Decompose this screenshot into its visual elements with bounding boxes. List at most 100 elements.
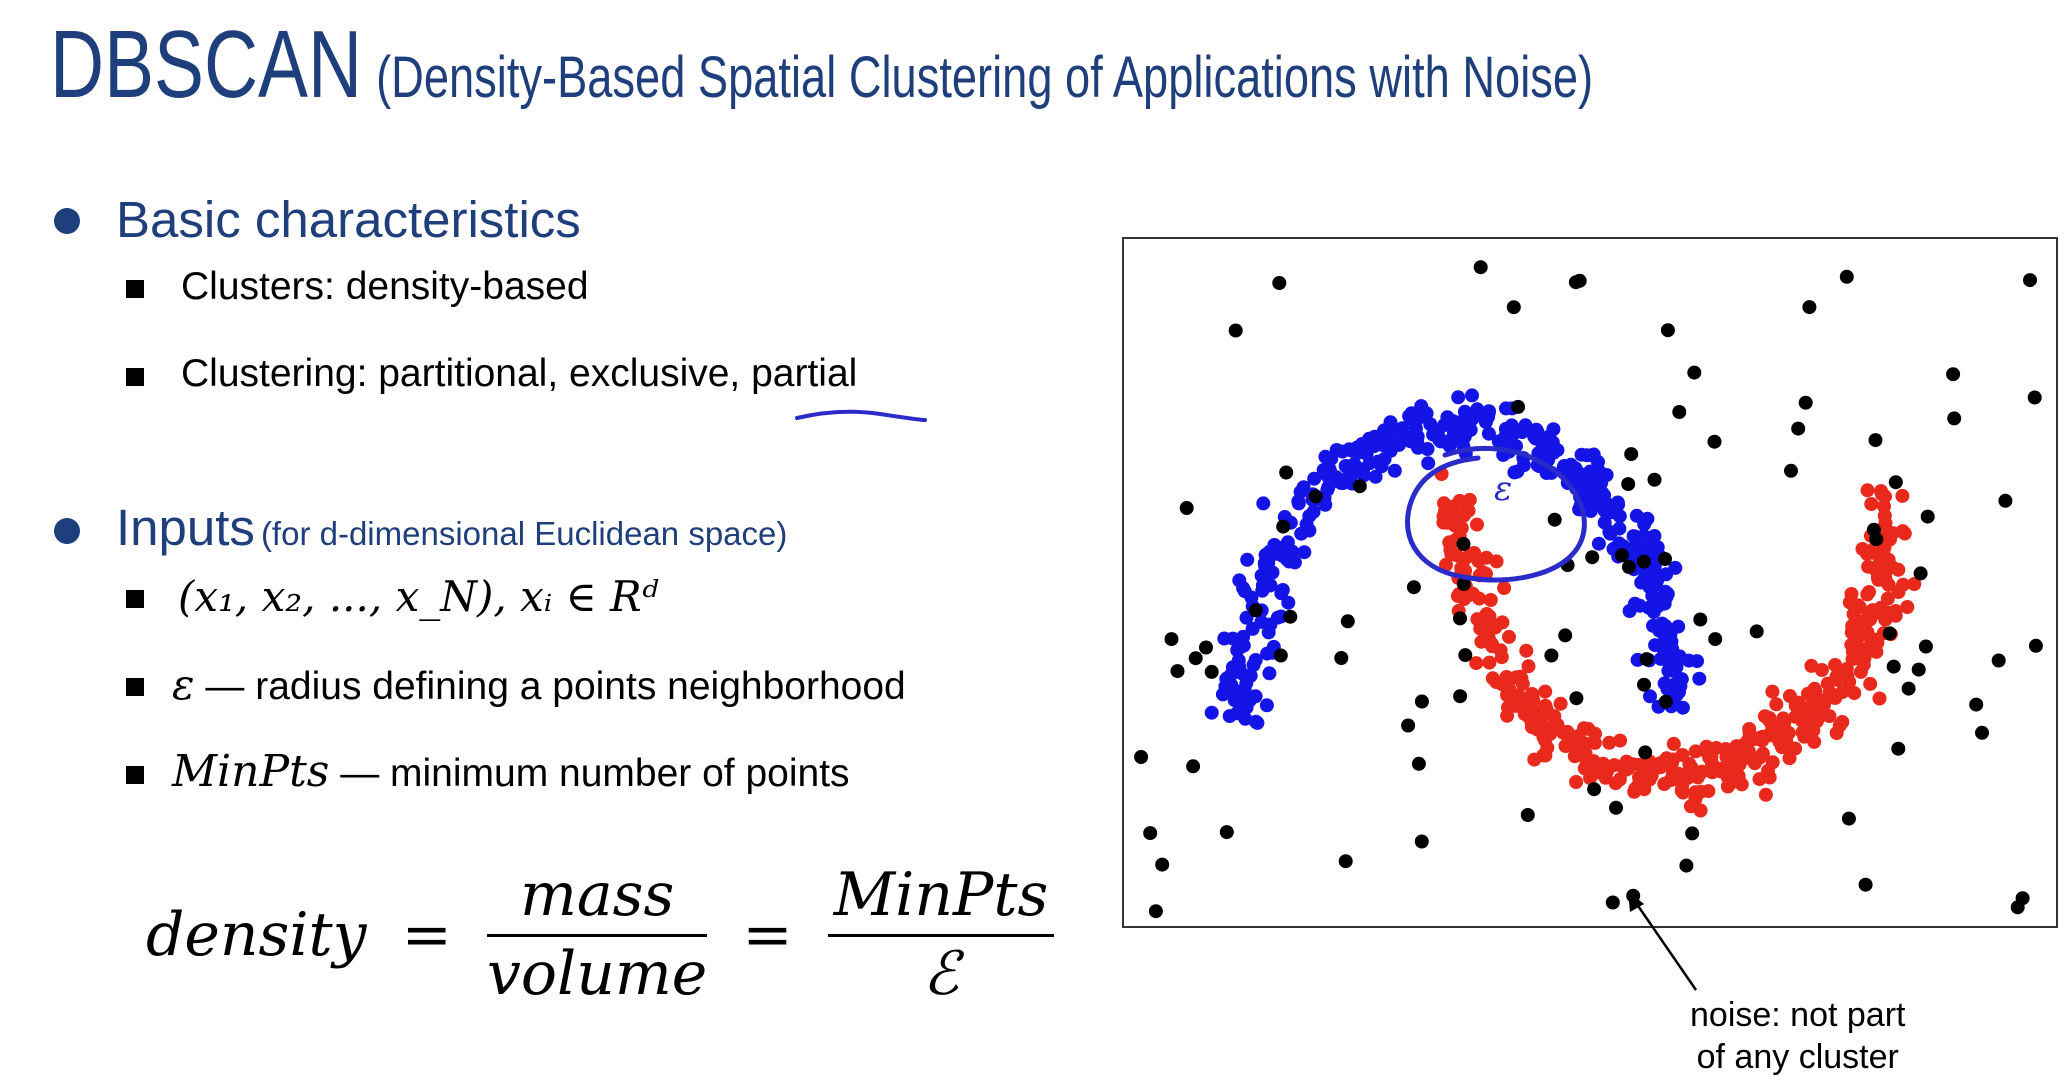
scatter-point (1586, 447, 1601, 462)
scatter-point (1920, 509, 1935, 524)
scatter-point (1602, 524, 1617, 539)
scatter-point (1643, 689, 1657, 704)
scatter-point (1842, 595, 1857, 610)
scatter-point (1240, 552, 1255, 567)
scatter-point (1626, 529, 1641, 544)
density-formula: density = mass volume = MinPts ℰ (146, 860, 1055, 1020)
scatter-point (1558, 628, 1573, 643)
scatter-point (1946, 367, 1961, 382)
scatter-point (1579, 474, 1593, 489)
scatter-point (1481, 405, 1496, 420)
scatter-point (1134, 750, 1149, 764)
slide-title: DBSCAN (Density-Based Spatial Clustering … (50, 10, 1593, 120)
scatter-point (1228, 323, 1243, 338)
scatter-point (1991, 653, 2006, 668)
scatter-point (1346, 462, 1361, 477)
scatter-point (1246, 658, 1261, 672)
scatter-point (1473, 260, 1488, 275)
scatter-point (1653, 618, 1668, 632)
scatter-point (1522, 690, 1536, 705)
scatter-point (1283, 609, 1298, 624)
scatter-point (1297, 545, 1312, 560)
scatter-point (1666, 752, 1680, 767)
scatter-point (1685, 826, 1700, 841)
fraction-numerator-mass: mass (486, 860, 708, 937)
scatter-point (1585, 550, 1600, 565)
scatter-point (1639, 652, 1654, 667)
scatter-point (1693, 612, 1708, 627)
scatter-point (1788, 698, 1803, 713)
scatter-point (1469, 656, 1484, 671)
scatter-point (1482, 655, 1497, 670)
scatter-point (1587, 764, 1602, 779)
scatter-point (1414, 694, 1429, 709)
plot-frame (1122, 237, 2058, 928)
scatter-point (1609, 800, 1623, 815)
scatter-point (1863, 676, 1878, 691)
item-clustering: Clustering: partitional, exclusive, part… (181, 352, 858, 395)
scatter-point (1248, 689, 1263, 704)
scatter-point (1569, 775, 1584, 789)
scatter-point (1752, 750, 1767, 765)
scatter-point (1287, 555, 1302, 570)
fraction-denominator-volume: volume (486, 939, 708, 1009)
scatter-point (1632, 598, 1647, 613)
scatter-point (1276, 519, 1291, 534)
scatter-point (1224, 677, 1239, 692)
scatter-point (2023, 273, 2037, 288)
scatter-point (1254, 614, 1269, 629)
scatter-point (1888, 604, 1903, 618)
scatter-point (1188, 651, 1203, 666)
scatter-point (1155, 857, 1170, 872)
scatter-point (1517, 423, 1532, 437)
scatter-point (1164, 632, 1179, 647)
scatter-point (1296, 480, 1311, 495)
scatter-point (1455, 415, 1470, 430)
noise-label-line2: of any cluster (1696, 1038, 1899, 1076)
scatter-point (1222, 709, 1237, 724)
scatter-point (1765, 755, 1780, 770)
scatter-point (1359, 446, 1374, 461)
scatter-point (1682, 756, 1697, 771)
scatter-point (1671, 766, 1686, 781)
scatter-point (1666, 660, 1681, 675)
scatter-point (1645, 546, 1660, 561)
scatter-point (1835, 685, 1850, 700)
sub-bullet (126, 678, 144, 696)
scatter-point (1227, 693, 1242, 708)
sub-bullet (126, 766, 144, 784)
scatter-point (1814, 663, 1829, 677)
scatter-point (1494, 650, 1509, 665)
scatter-point (1515, 676, 1530, 691)
scatter-point (1291, 496, 1306, 511)
scatter-point (1847, 686, 1862, 701)
scatter-point (1454, 521, 1469, 536)
scatter-point (1516, 458, 1531, 473)
scatter-point (1742, 722, 1757, 736)
scatter-point (1875, 487, 1890, 502)
scatter-point (1511, 691, 1526, 706)
scatter-point (1568, 275, 1583, 290)
scatter-point (1546, 422, 1561, 437)
scatter-point (1900, 600, 1915, 614)
scatter-point (1338, 854, 1353, 869)
minpts-text: — minimum number of points (340, 752, 850, 795)
scatter-point (1506, 300, 1521, 315)
scatter-point (1605, 895, 1620, 910)
scatter-point (2027, 390, 2042, 405)
scatter-point (1302, 523, 1317, 538)
scatter-point (1232, 573, 1247, 588)
sub-bullet (126, 280, 144, 298)
scatter-point (1489, 675, 1504, 689)
scatter-point (1705, 765, 1720, 780)
scatter-point (1998, 493, 2013, 508)
inputs-heading-text: Inputs (116, 499, 255, 556)
scatter-point (1538, 684, 1553, 699)
scatter-point (1663, 628, 1678, 642)
scatter-point (1371, 454, 1386, 469)
scatter-point (1583, 504, 1598, 518)
item-epsilon: ε — radius defining a points neighborhoo… (172, 660, 906, 709)
scatter-point (1846, 607, 1861, 622)
scatter-point (1279, 465, 1294, 480)
